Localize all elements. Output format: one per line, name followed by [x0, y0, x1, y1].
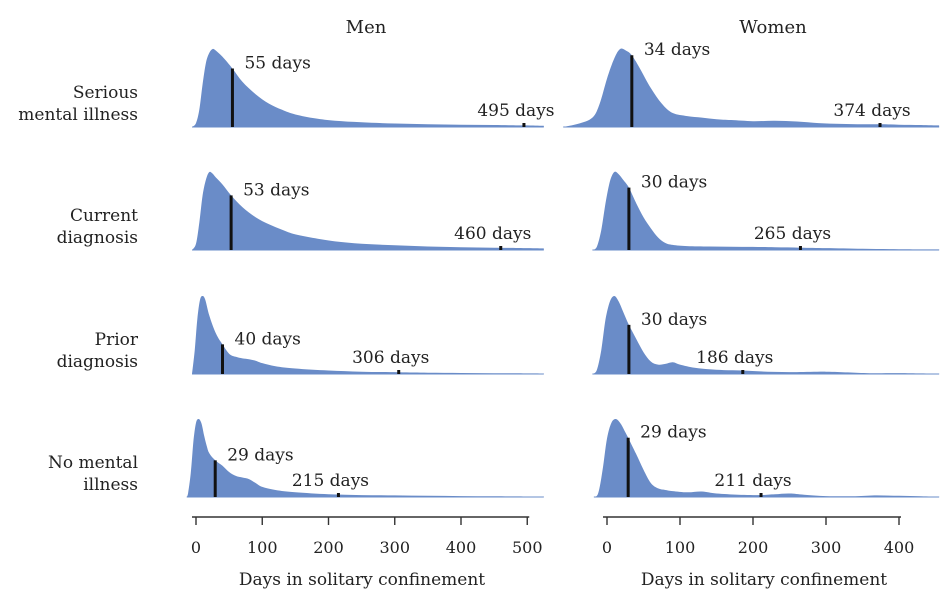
- density-area: [192, 48, 544, 128]
- row-label: mental illness: [18, 105, 138, 125]
- row-label: diagnosis: [57, 228, 138, 248]
- panel-title: Women: [739, 17, 807, 38]
- tail-label: 211 days: [714, 471, 791, 491]
- x-tick-label: 300: [379, 538, 410, 557]
- density-area: [592, 171, 940, 250]
- density-area: [563, 48, 940, 127]
- row-label: Serious: [73, 83, 138, 103]
- x-tick-label: 500: [512, 538, 543, 557]
- row-label: diagnosis: [57, 352, 138, 372]
- median-label: 30 days: [641, 310, 707, 330]
- density-area: [592, 296, 940, 374]
- median-label: 34 days: [644, 40, 710, 60]
- x-axis-title: Days in solitary confinement: [239, 570, 485, 590]
- row-label: illness: [83, 475, 138, 495]
- median-label: 29 days: [640, 423, 706, 443]
- tail-label: 495 days: [477, 101, 554, 121]
- panel-title: Men: [346, 17, 387, 38]
- median-label: 29 days: [227, 445, 293, 465]
- density-area: [186, 419, 544, 497]
- density-area: [192, 296, 544, 374]
- x-tick-label: 300: [811, 538, 842, 557]
- panel-women: Women 34 days 374 days 30 days 265 days 30 da…: [563, 17, 940, 590]
- x-tick-label: 100: [247, 538, 278, 557]
- row-label: Current: [70, 206, 138, 226]
- median-label: 40 days: [235, 329, 301, 349]
- x-tick-label: 0: [602, 538, 612, 557]
- tail-label: 215 days: [292, 471, 369, 491]
- tail-label: 460 days: [454, 224, 531, 244]
- median-label: 30 days: [641, 173, 707, 193]
- median-label: 55 days: [244, 54, 310, 74]
- x-tick-label: 200: [738, 538, 769, 557]
- x-tick-label: 400: [446, 538, 477, 557]
- tail-label: 265 days: [754, 224, 831, 244]
- median-label: 53 days: [243, 180, 309, 200]
- x-tick-label: 100: [665, 538, 696, 557]
- x-axis-title: Days in solitary confinement: [641, 570, 887, 590]
- panel-men: Men 55 days 495 days 53 days 460 days 40 days…: [186, 17, 555, 590]
- row-label: No mental: [48, 453, 138, 473]
- x-tick-label: 400: [884, 538, 915, 557]
- x-tick-label: 0: [191, 538, 201, 557]
- row-label: Prior: [95, 330, 139, 350]
- tail-label: 306 days: [352, 348, 429, 368]
- density-area: [192, 171, 544, 250]
- tail-label: 186 days: [696, 348, 773, 368]
- tail-label: 374 days: [833, 101, 910, 121]
- x-tick-label: 200: [313, 538, 344, 557]
